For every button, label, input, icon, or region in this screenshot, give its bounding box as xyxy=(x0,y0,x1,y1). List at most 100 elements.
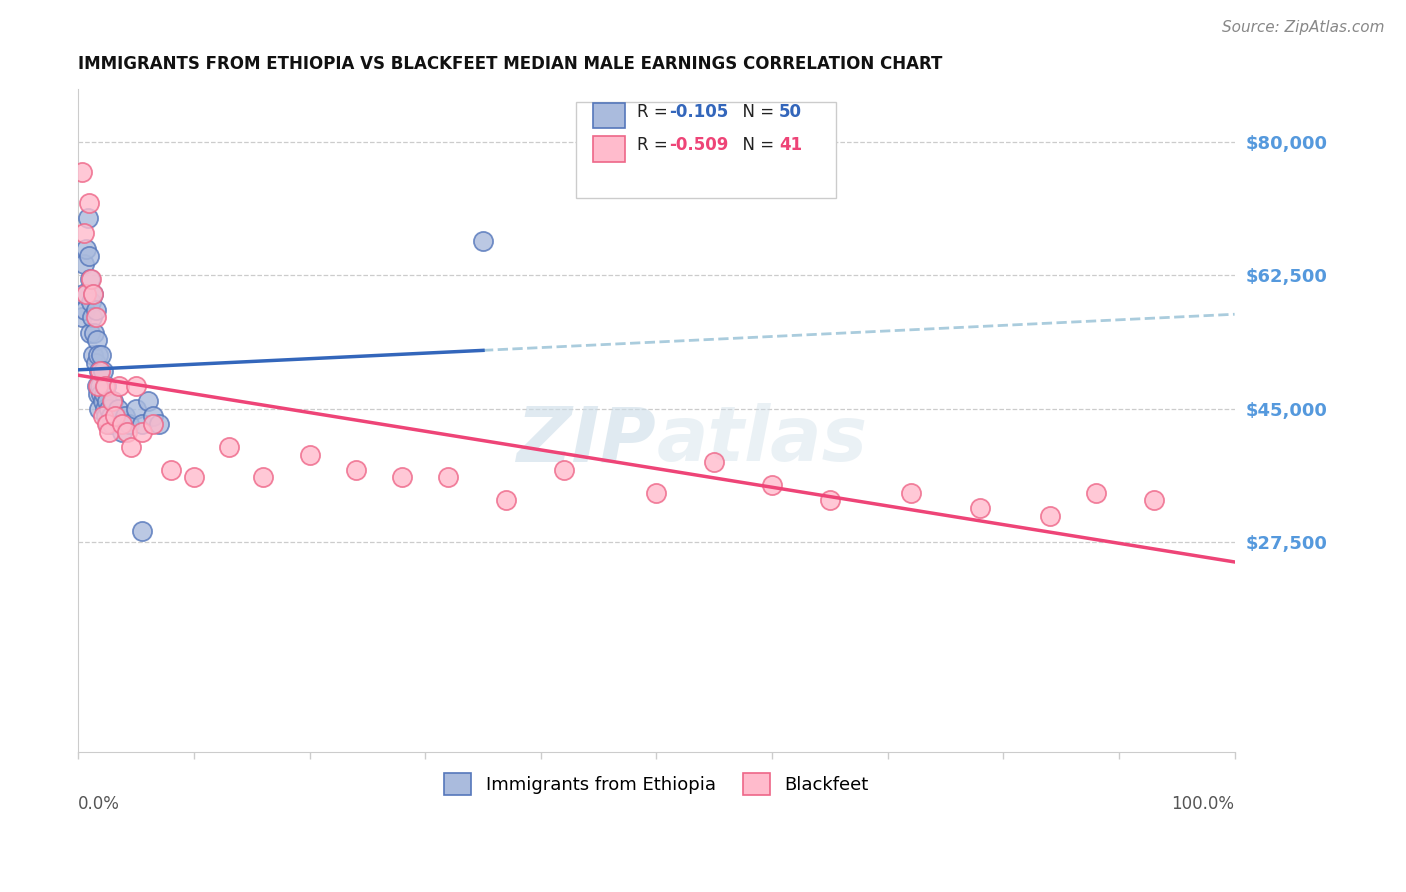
Point xyxy=(82,310,104,325)
Point xyxy=(142,417,165,431)
Point xyxy=(495,493,517,508)
Text: R =: R = xyxy=(637,136,673,154)
Point xyxy=(91,364,114,378)
Point xyxy=(101,394,124,409)
Point xyxy=(94,409,117,424)
Point xyxy=(94,379,117,393)
Point xyxy=(79,326,101,340)
Point xyxy=(107,401,129,416)
Point xyxy=(72,287,94,301)
Point xyxy=(87,379,110,393)
Text: Source: ZipAtlas.com: Source: ZipAtlas.com xyxy=(1222,20,1385,35)
Point xyxy=(84,302,107,317)
Point xyxy=(136,394,159,409)
Text: -0.105: -0.105 xyxy=(669,103,728,121)
Legend: Immigrants from Ethiopia, Blackfeet: Immigrants from Ethiopia, Blackfeet xyxy=(437,766,876,803)
Bar xyxy=(593,103,626,128)
Text: 100.0%: 100.0% xyxy=(1171,795,1234,813)
Text: 50: 50 xyxy=(779,103,801,121)
Text: -0.509: -0.509 xyxy=(669,136,728,154)
Point xyxy=(83,326,105,340)
Point xyxy=(645,485,668,500)
Point xyxy=(472,234,495,248)
Point xyxy=(391,470,413,484)
Point xyxy=(118,417,141,431)
Point xyxy=(703,455,725,469)
Point xyxy=(87,401,110,416)
Point xyxy=(73,227,96,241)
Point xyxy=(344,463,367,477)
Point xyxy=(84,356,107,370)
Point xyxy=(1143,493,1166,508)
Point xyxy=(91,394,114,409)
Point xyxy=(818,493,841,508)
Bar xyxy=(593,136,626,161)
Point xyxy=(82,348,104,362)
Point xyxy=(91,409,114,424)
Point xyxy=(218,440,240,454)
Point xyxy=(96,417,118,431)
Point xyxy=(94,401,117,416)
Point xyxy=(125,401,148,416)
Point xyxy=(73,257,96,271)
Point xyxy=(114,409,136,424)
Point xyxy=(111,417,134,431)
Point xyxy=(1084,485,1107,500)
Point xyxy=(131,417,153,431)
Point xyxy=(77,249,100,263)
Point xyxy=(97,417,120,431)
Point xyxy=(131,524,153,538)
Point xyxy=(80,295,103,310)
Point xyxy=(87,386,110,401)
FancyBboxPatch shape xyxy=(575,102,835,198)
Text: atlas: atlas xyxy=(657,403,868,477)
Point xyxy=(101,394,124,409)
Point xyxy=(93,386,115,401)
Point xyxy=(553,463,575,477)
Point xyxy=(437,470,460,484)
Point xyxy=(89,364,111,378)
Point xyxy=(252,470,274,484)
Point xyxy=(111,425,134,439)
Point xyxy=(87,364,110,378)
Point xyxy=(94,379,117,393)
Point xyxy=(115,425,138,439)
Point xyxy=(84,310,107,325)
Point xyxy=(75,242,97,256)
Point xyxy=(98,401,121,416)
Point xyxy=(159,463,181,477)
Point xyxy=(900,485,922,500)
Point xyxy=(969,500,991,515)
Point xyxy=(131,425,153,439)
Point xyxy=(100,409,122,424)
Text: ZIP: ZIP xyxy=(516,403,657,477)
Point xyxy=(82,287,104,301)
Point xyxy=(75,287,97,301)
Point xyxy=(70,310,93,325)
Point xyxy=(96,394,118,409)
Point xyxy=(183,470,205,484)
Point xyxy=(87,348,110,362)
Text: R =: R = xyxy=(637,103,673,121)
Point xyxy=(298,448,321,462)
Point xyxy=(101,417,124,431)
Point xyxy=(107,379,129,393)
Point xyxy=(86,333,108,347)
Point xyxy=(77,196,100,211)
Point xyxy=(76,211,98,226)
Point xyxy=(70,165,93,179)
Text: N =: N = xyxy=(731,136,779,154)
Point xyxy=(82,287,104,301)
Point xyxy=(121,440,143,454)
Point xyxy=(104,409,127,424)
Point xyxy=(108,417,131,431)
Point xyxy=(89,379,111,393)
Point xyxy=(90,348,112,362)
Point xyxy=(125,379,148,393)
Point xyxy=(75,302,97,317)
Point xyxy=(104,409,127,424)
Point xyxy=(79,272,101,286)
Point xyxy=(761,478,783,492)
Text: 0.0%: 0.0% xyxy=(79,795,120,813)
Point xyxy=(90,386,112,401)
